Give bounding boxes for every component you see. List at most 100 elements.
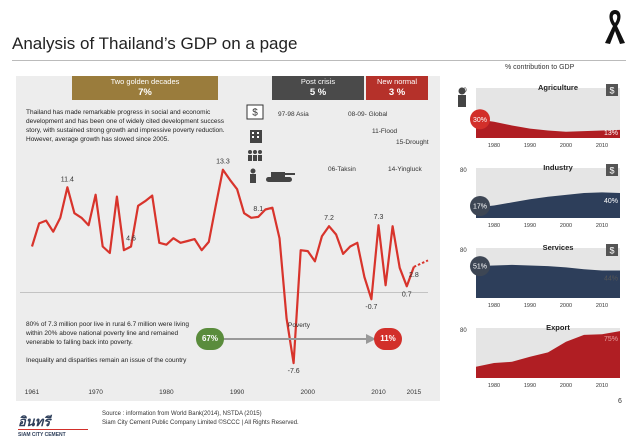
poverty-end-badge: 11% — [374, 328, 402, 350]
poverty-label: Poverty — [288, 322, 311, 329]
sector-y-tick: 80 — [460, 248, 467, 254]
sector-end-label: 40% — [604, 198, 618, 205]
gdp-x-tick: 1961 — [25, 389, 40, 396]
golden-value: 7% — [138, 87, 152, 98]
dollar-icon — [606, 84, 618, 96]
title-divider — [12, 60, 626, 61]
sector-area — [476, 119, 620, 138]
sector-start-circle — [470, 196, 490, 216]
gdp-data-label: 2.8 — [409, 272, 419, 279]
person-icon — [458, 87, 466, 95]
sector-x-tick: 1990 — [524, 143, 536, 149]
post-value: 5 % — [309, 87, 327, 98]
factory-icon — [250, 130, 262, 143]
footer-copyright: Siam City Cement Public Company Limited … — [102, 420, 299, 426]
gdp-x-tick: 1990 — [230, 389, 245, 396]
money-icon: $ — [246, 104, 264, 120]
protest-icon — [248, 150, 262, 161]
gdp-x-tick: 1970 — [88, 389, 103, 396]
sector-y-tick: 80 — [460, 328, 467, 334]
sector-charts: Agriculture 80 1980 1990 2000 2010 30% $13% Indu… — [458, 83, 620, 389]
sector-x-tick: 1980 — [488, 223, 500, 229]
svg-text:$: $ — [252, 108, 258, 119]
sector-x-tick: 2010 — [596, 303, 608, 309]
person-icon — [250, 168, 256, 183]
contribution-label: % contribution to GDP — [505, 64, 575, 71]
gdp-data-label: -7.6 — [288, 368, 300, 375]
sector-x-tick: 1980 — [488, 383, 500, 389]
dollar-icon — [606, 164, 618, 176]
post-title: Post crisis — [300, 77, 336, 86]
sector-start-label: 51% — [473, 264, 487, 271]
gdp-data-label: 13.3 — [216, 159, 230, 166]
sector-x-tick: 1990 — [524, 223, 536, 229]
event-asia: 97-98 Asia — [278, 111, 309, 118]
gdp-x-tick: 2015 — [407, 389, 422, 396]
sector-area — [476, 331, 620, 378]
dollar-icon-glyph: $ — [609, 246, 614, 256]
sector-y-tick: 80 — [460, 168, 467, 174]
svg-text:SIAM CITY CEMENT: SIAM CITY CEMENT — [18, 432, 66, 438]
dollar-icon — [606, 244, 618, 256]
gdp-data-label: 7.2 — [324, 215, 334, 222]
gdp-growth-chart: 011.44.613.38.1-7.67.2-0.77.30.72.819611… — [20, 159, 429, 396]
tank-icon — [266, 172, 295, 182]
gdp-series-line — [30, 168, 415, 365]
new-normal-header: New normal 3 % — [366, 76, 428, 100]
footer: Source : information from World Bank(201… — [102, 410, 299, 428]
sector-title: Export — [546, 323, 570, 332]
gdp-forecast-line — [413, 259, 429, 268]
dollar-icon-glyph: $ — [609, 166, 614, 176]
sector-end-label: 44% — [604, 276, 618, 283]
sector-x-tick: 2000 — [560, 383, 572, 389]
event-drought: 15-Drought — [396, 139, 429, 146]
page-number: 6 — [618, 398, 622, 405]
sector-start-label: 17% — [473, 204, 487, 211]
sector-x-tick: 1980 — [488, 143, 500, 149]
sector-area — [476, 264, 620, 298]
gdp-x-tick: 1980 — [159, 389, 174, 396]
sector-start-circle — [470, 256, 490, 277]
ribbon-icon — [605, 10, 625, 44]
sector-start-circle — [470, 109, 490, 130]
new-value: 3 % — [388, 87, 406, 98]
footer-source: Source : information from World Bank(201… — [102, 411, 262, 417]
person-icon-body — [458, 95, 466, 107]
sector-x-tick: 2000 — [560, 223, 572, 229]
poverty-start-badge: 67% — [196, 328, 224, 350]
poverty-text: 80% of 7.3 million poor live in rural 6.… — [26, 321, 189, 346]
sector-start-label: 30% — [473, 117, 487, 124]
sector-x-tick: 1990 — [524, 303, 536, 309]
svg-text:อินทรี: อินทรี — [18, 414, 52, 429]
gdp-data-label: 4.6 — [126, 236, 136, 243]
intro-text: Thailand has made remarkable progress in… — [26, 109, 225, 143]
inequality-text: Inequality and disparities remain an iss… — [26, 357, 187, 364]
gdp-panel — [16, 76, 440, 401]
sector-x-tick: 2000 — [560, 143, 572, 149]
sector-x-tick: 1990 — [524, 383, 536, 389]
golden-title: Two golden decades — [110, 77, 180, 86]
page-title: Analysis of Thailand’s GDP on a page — [12, 34, 298, 53]
sector-end-label: 75% — [604, 336, 618, 343]
sector-x-tick: 1980 — [488, 303, 500, 309]
gdp-data-label: 8.1 — [253, 206, 263, 213]
sector-x-tick: 2000 — [560, 303, 572, 309]
sector-end-label: 13% — [604, 130, 618, 137]
post-crisis-header: Post crisis 5 % — [272, 76, 364, 100]
sector-title: Industry — [543, 163, 573, 172]
sector-title: Agriculture — [538, 83, 578, 92]
sector-title: Services — [543, 243, 574, 252]
gdp-x-tick: 2010 — [371, 389, 386, 396]
gdp-data-label: 7.3 — [374, 214, 384, 221]
sector-x-tick: 2010 — [596, 223, 608, 229]
gdp-data-label: 11.4 — [61, 176, 74, 183]
event-flood: 11-Flood — [372, 128, 398, 135]
company-logo: อินทรี SIAM CITY CEMENT — [18, 414, 88, 438]
poverty-arrow — [220, 334, 376, 344]
gdp-x-tick: 2000 — [301, 389, 316, 396]
golden-decades-header: Two golden decades 7% — [72, 76, 218, 100]
dollar-icon-glyph: $ — [609, 86, 614, 96]
sector-x-tick: 2010 — [596, 143, 608, 149]
event-taksin: 06-Taksin — [328, 166, 356, 173]
event-yingluck: 14-Yingluck — [388, 166, 422, 173]
